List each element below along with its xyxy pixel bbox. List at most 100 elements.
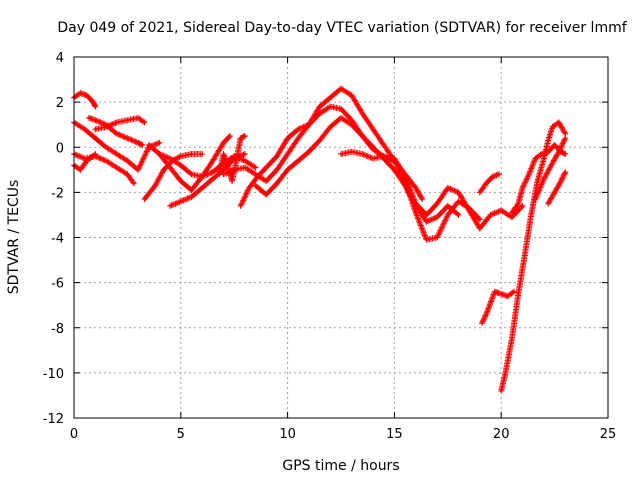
data-point	[162, 168, 165, 172]
data-point	[168, 204, 172, 208]
data-point	[553, 143, 556, 147]
x-tick-label: 25	[600, 427, 617, 442]
data-point	[200, 186, 204, 190]
data-point	[521, 204, 524, 208]
data-point	[265, 179, 268, 183]
data-point	[94, 137, 97, 140]
data-point	[318, 112, 321, 115]
data-point	[435, 236, 439, 239]
data-point	[239, 137, 242, 140]
x-tick-label: 5	[177, 427, 185, 442]
data-point	[489, 301, 492, 305]
data-point	[564, 152, 567, 156]
data-point	[534, 197, 537, 201]
y-tick-label: -6	[51, 277, 64, 292]
data-point	[286, 137, 289, 140]
data-point	[350, 150, 353, 153]
y-tick-label: 4	[56, 51, 64, 66]
data-point	[467, 209, 471, 212]
data-point	[546, 202, 550, 205]
data-point	[403, 175, 407, 178]
data-point	[393, 157, 396, 160]
data-point	[275, 155, 279, 158]
data-point	[136, 116, 140, 120]
data-point	[371, 146, 375, 149]
data-point	[350, 94, 353, 97]
data-point	[168, 166, 172, 169]
x-tick-label: 0	[70, 427, 78, 442]
data-point	[275, 182, 279, 185]
series-sat-22	[545, 169, 569, 207]
data-point	[414, 211, 417, 214]
data-point	[512, 290, 516, 293]
data-point	[126, 173, 129, 176]
y-tick-label: -10	[43, 367, 64, 382]
data-point	[425, 238, 428, 241]
data-point	[527, 173, 531, 176]
data-point	[420, 197, 424, 201]
data-point	[457, 213, 460, 217]
data-point	[485, 313, 488, 316]
data-point	[83, 157, 86, 160]
data-point	[230, 179, 234, 183]
data-point	[493, 290, 496, 293]
data-point	[190, 173, 193, 176]
data-point	[489, 213, 492, 217]
data-point	[243, 159, 247, 162]
data-point	[382, 155, 385, 158]
series-sat-21	[532, 135, 569, 203]
data-point	[564, 132, 567, 135]
data-point	[564, 137, 567, 140]
data-point	[94, 105, 97, 108]
data-point	[559, 179, 563, 183]
data-point	[557, 150, 561, 153]
data-point	[542, 177, 546, 181]
data-point	[564, 170, 567, 174]
data-point	[254, 184, 257, 187]
data-point	[297, 137, 300, 140]
data-point	[158, 152, 161, 156]
data-point	[517, 292, 520, 296]
data-point	[478, 227, 482, 230]
data-point	[265, 166, 268, 169]
data-point	[435, 202, 439, 205]
series-sat-13	[237, 85, 426, 209]
data-point	[286, 152, 289, 156]
data-point	[517, 202, 520, 205]
data-point	[551, 161, 554, 165]
data-point	[339, 87, 343, 90]
data-point	[235, 159, 238, 162]
data-point	[222, 141, 225, 144]
data-point	[510, 211, 514, 214]
data-point	[179, 164, 182, 167]
data-point	[132, 182, 136, 185]
data-point	[540, 152, 543, 156]
data-point	[190, 188, 193, 192]
data-point	[521, 186, 524, 190]
data-point	[85, 159, 89, 162]
data-point	[233, 168, 236, 172]
data-point	[158, 141, 161, 144]
y-tick-label: -4	[51, 232, 64, 247]
data-point	[435, 215, 439, 219]
data-point	[361, 134, 364, 138]
data-point	[143, 121, 146, 124]
data-point	[115, 132, 118, 135]
data-point	[350, 118, 353, 122]
axis-ticks: 0 5 10 15 20 25 -12 -10 -8 -6 -4 -2 0 2 4	[43, 51, 617, 442]
data-point	[350, 123, 353, 126]
data-point	[485, 182, 488, 185]
data-point	[143, 197, 146, 201]
data-point	[506, 294, 509, 298]
data-point	[104, 146, 108, 149]
data-point	[247, 186, 251, 190]
data-point	[371, 128, 375, 131]
series-sat-1	[71, 90, 99, 110]
data-point	[491, 175, 494, 178]
data-point	[179, 179, 182, 183]
data-point	[500, 209, 503, 212]
data-point	[136, 168, 140, 172]
data-point	[339, 107, 343, 111]
data-point	[361, 112, 364, 115]
data-point	[307, 123, 311, 126]
